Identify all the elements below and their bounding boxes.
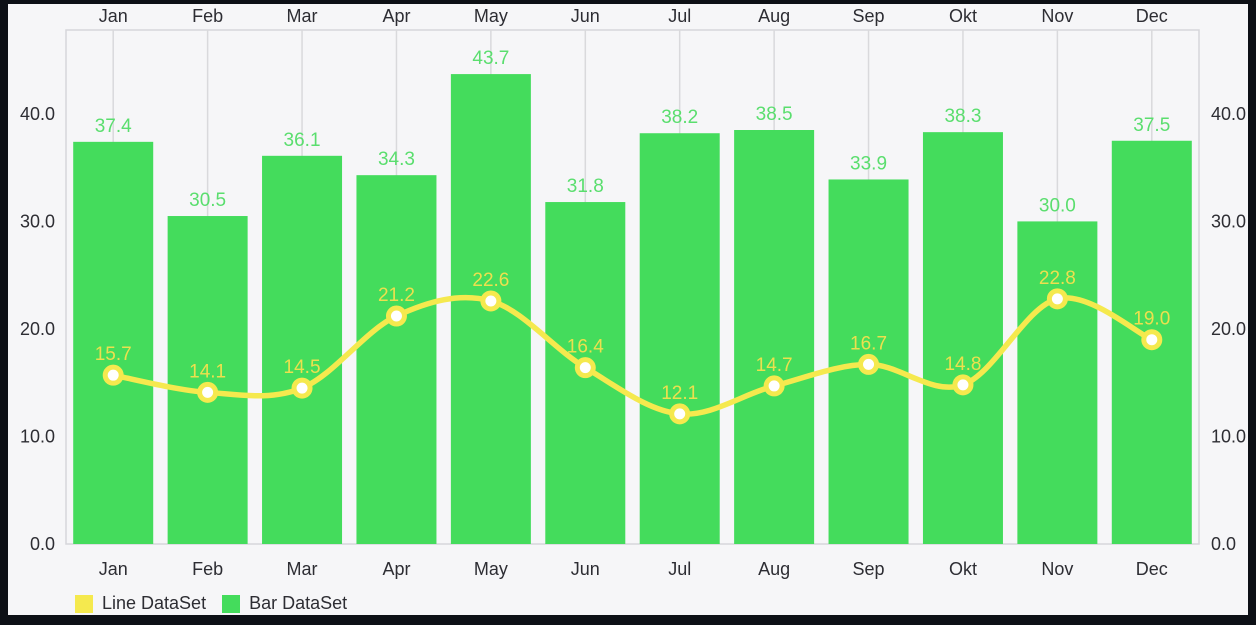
y-axis-label-right: 20.0 (1211, 319, 1246, 339)
bar-feb[interactable] (167, 216, 248, 544)
bar-value-label: 34.3 (378, 149, 415, 170)
line-point-sep[interactable] (858, 353, 880, 375)
x-axis-label-bottom: Sep (853, 559, 885, 579)
x-axis-label-top: Apr (382, 6, 410, 26)
bar-value-label: 38.5 (756, 104, 793, 125)
combo-chart: 37.4 30.5 36.1 34.3 43.7 31.8 38.2 38.5 33.9 38.3… (20, 6, 1246, 579)
bar-value-label: 36.1 (284, 130, 321, 151)
x-axis-label-bottom: Feb (192, 559, 223, 579)
legend-item-bar-dataset[interactable]: Bar DataSet (222, 593, 347, 614)
y-axis-label-right: 30.0 (1211, 211, 1246, 231)
x-axis-label-top: Nov (1041, 6, 1073, 26)
bar-value-label: 33.9 (850, 153, 887, 174)
x-axis-label-top: Jan (99, 6, 128, 26)
line-dataset-swatch (75, 594, 93, 613)
bar-value-label: 31.8 (567, 176, 604, 197)
line-value-label: 14.7 (756, 355, 793, 376)
line-point-mar[interactable] (291, 377, 313, 399)
x-axis-label-bottom: Okt (949, 559, 977, 579)
plot-border (65, 29, 1200, 545)
y-axis-label-left: 10.0 (20, 426, 55, 446)
bar-nov[interactable] (1017, 221, 1098, 544)
line-point-okt[interactable] (952, 374, 974, 396)
bar-value-label: 38.2 (661, 107, 698, 128)
bar-jul[interactable] (639, 133, 720, 544)
x-axis-label-top: Okt (949, 6, 977, 26)
legend-label-line-dataset: Line DataSet (102, 593, 207, 613)
line-point-may[interactable] (480, 290, 502, 312)
legend-item-line-dataset[interactable]: Line DataSet (75, 593, 206, 614)
y-axis-label-right: 10.0 (1211, 426, 1246, 446)
x-axis-label-bottom: Apr (382, 559, 410, 579)
line-point-dec[interactable] (1141, 329, 1163, 351)
bar-jan[interactable] (73, 141, 154, 544)
bar-value-label: 30.5 (189, 190, 226, 211)
line-point-apr[interactable] (385, 305, 407, 327)
line-point-feb[interactable] (197, 381, 219, 403)
x-axis-label-bottom: Jul (668, 559, 691, 579)
x-axis-label-top: Mar (287, 6, 318, 26)
x-axis-label-top: May (474, 6, 508, 26)
x-axis-label-top: Sep (853, 6, 885, 26)
line-value-label: 14.8 (944, 354, 981, 375)
bar-value-label: 37.5 (1133, 115, 1170, 136)
legend: Line DataSet Bar DataSet (75, 593, 347, 614)
line-point-aug[interactable] (763, 375, 785, 397)
line-value-label: 14.5 (284, 357, 321, 378)
line-value-label: 22.8 (1039, 268, 1076, 289)
bar-value-label: 30.0 (1039, 195, 1076, 216)
x-axis-label-bottom: Nov (1041, 559, 1073, 579)
line-value-label: 14.1 (189, 361, 226, 382)
line-point-jun[interactable] (574, 357, 596, 379)
bar-mar[interactable] (262, 155, 343, 545)
x-axis-label-bottom: Dec (1136, 559, 1168, 579)
x-axis-label-bottom: Jun (571, 559, 600, 579)
x-axis-label-bottom: Jan (99, 559, 128, 579)
line-value-label: 21.2 (378, 285, 415, 306)
x-axis-label-bottom: May (474, 559, 508, 579)
bar-dataset-swatch (222, 594, 241, 613)
bar-value-label: 43.7 (472, 48, 509, 69)
line-value-label: 22.6 (472, 270, 509, 291)
chart-frame: 37.4 30.5 36.1 34.3 43.7 31.8 38.2 38.5 33.9 38.3… (8, 4, 1248, 615)
y-axis-label-left: 40.0 (20, 104, 55, 124)
line-point-jan[interactable] (102, 364, 124, 386)
line-value-label: 16.7 (850, 333, 887, 354)
bar-apr[interactable] (356, 175, 437, 544)
line-value-label: 12.1 (661, 383, 698, 404)
y-axis-label-right: 0.0 (1211, 534, 1236, 554)
bar-aug[interactable] (734, 130, 815, 544)
x-axis-label-top: Jul (668, 6, 691, 26)
x-axis-label-top: Dec (1136, 6, 1168, 26)
line-point-nov[interactable] (1046, 288, 1068, 310)
y-axis-label-left: 20.0 (20, 319, 55, 339)
line-value-label: 16.4 (567, 337, 604, 358)
y-axis-label-left: 0.0 (30, 534, 55, 554)
x-axis-label-top: Jun (571, 6, 600, 26)
bar-value-label: 38.3 (944, 106, 981, 127)
x-axis-label-bottom: Aug (758, 559, 790, 579)
line-value-label: 19.0 (1133, 309, 1170, 330)
bar-okt[interactable] (922, 132, 1003, 544)
x-axis-label-bottom: Mar (287, 559, 318, 579)
x-axis-label-top: Aug (758, 6, 790, 26)
bar-value-label: 37.4 (95, 116, 132, 137)
legend-label-bar-dataset: Bar DataSet (249, 593, 348, 613)
y-axis-label-right: 40.0 (1211, 104, 1246, 124)
line-value-label: 15.7 (95, 344, 132, 365)
x-axis-label-top: Feb (192, 6, 223, 26)
y-axis-label-left: 30.0 (20, 211, 55, 231)
line-point-jul[interactable] (669, 403, 691, 425)
